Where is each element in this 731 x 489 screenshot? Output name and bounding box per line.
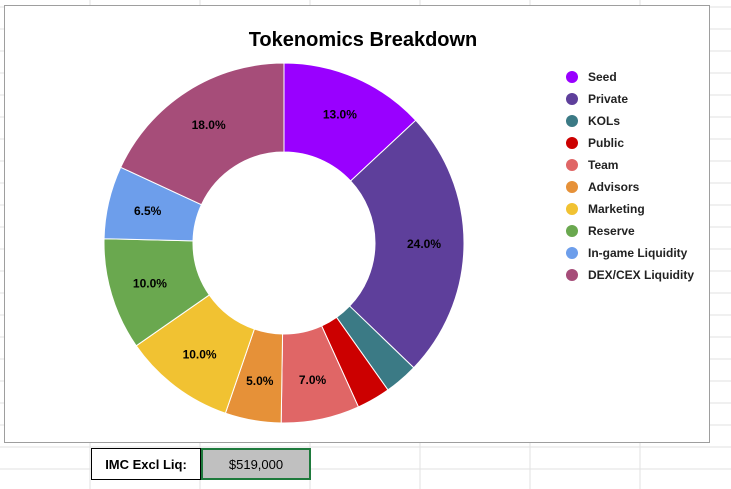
- legend-swatch: [566, 225, 578, 237]
- legend-swatch: [566, 247, 578, 259]
- legend-label: Private: [588, 92, 629, 106]
- chart-frame[interactable]: Tokenomics Breakdown 13.0% 24.0% 7.0% 5.0% 1…: [4, 5, 710, 443]
- legend-swatch: [566, 71, 578, 83]
- donut-chart: 13.0% 24.0% 7.0% 5.0% 10.0% 10.0% 6.5% 18.0%: [103, 62, 465, 424]
- imc-label-cell[interactable]: IMC Excl Liq:: [91, 448, 201, 480]
- slice-data-label: 18.0%: [192, 118, 226, 132]
- legend-item[interactable]: Team: [566, 154, 694, 176]
- legend-item[interactable]: Private: [566, 88, 694, 110]
- legend-label: Reserve: [588, 224, 635, 238]
- legend-swatch: [566, 115, 578, 127]
- donut-slice-private[interactable]: [348, 119, 465, 369]
- legend-label: Seed: [588, 70, 617, 84]
- imc-value-cell[interactable]: $519,000: [201, 448, 311, 480]
- slice-data-label: 5.0%: [246, 374, 274, 388]
- legend-label: KOLs: [588, 114, 621, 128]
- slice-data-label: 6.5%: [134, 204, 162, 218]
- legend-item[interactable]: Marketing: [566, 198, 694, 220]
- legend-item[interactable]: Advisors: [566, 176, 694, 198]
- slice-data-label: 13.0%: [323, 108, 357, 122]
- slice-data-label: 10.0%: [133, 276, 167, 290]
- legend-label: Marketing: [588, 202, 645, 216]
- legend-item[interactable]: Public: [566, 132, 694, 154]
- legend-swatch: [566, 93, 578, 105]
- legend-label: Public: [588, 136, 625, 150]
- legend-swatch: [566, 269, 578, 281]
- legend-label: Team: [588, 158, 619, 172]
- chart-title: Tokenomics Breakdown: [248, 29, 478, 51]
- legend-swatch: [566, 203, 578, 215]
- legend-swatch: [566, 137, 578, 149]
- legend-item[interactable]: Reserve: [566, 220, 694, 242]
- slice-data-label: 7.0%: [299, 373, 327, 387]
- donut-slice-dex-cex-liquidity[interactable]: [120, 62, 285, 206]
- legend-item[interactable]: KOLs: [566, 110, 694, 132]
- legend-label: Advisors: [588, 180, 640, 194]
- slice-data-label: 10.0%: [183, 348, 217, 362]
- legend-swatch: [566, 181, 578, 193]
- chart-legend: Seed Private KOLs Public Team Advisors Marketi…: [566, 66, 694, 286]
- legend-item[interactable]: Seed: [566, 66, 694, 88]
- legend-item[interactable]: In-game Liquidity: [566, 242, 694, 264]
- slice-data-label: 24.0%: [407, 237, 441, 251]
- legend-label: In-game Liquidity: [588, 246, 688, 260]
- legend-label: DEX/CEX Liquidity: [588, 268, 695, 282]
- legend-swatch: [566, 159, 578, 171]
- legend-item[interactable]: DEX/CEX Liquidity: [566, 264, 694, 286]
